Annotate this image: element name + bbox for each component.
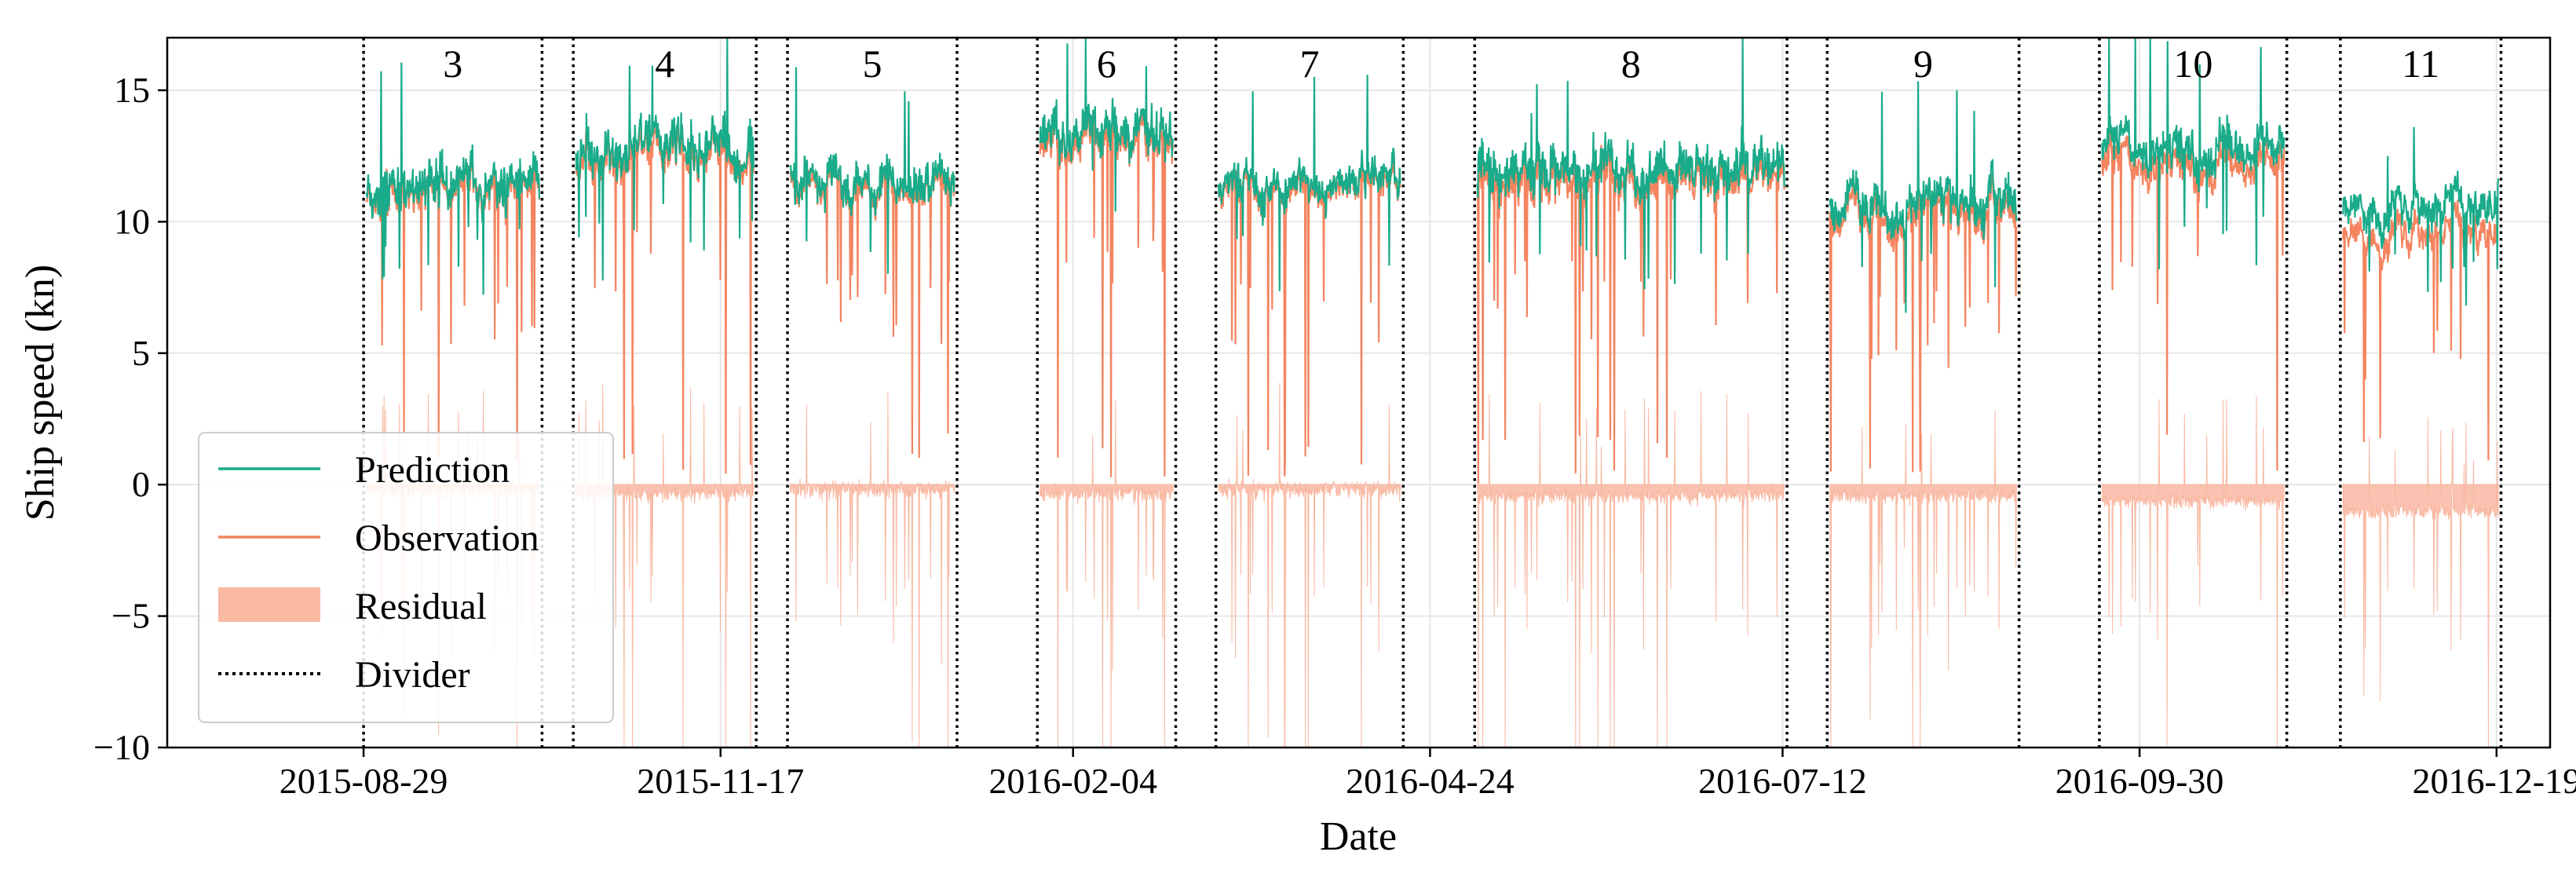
y-tick-label: 0 xyxy=(132,464,150,504)
prediction-line-segment-10 xyxy=(2101,37,2286,269)
legend-observation-label: Observation xyxy=(355,517,539,559)
residual-segment-7 xyxy=(1218,382,1401,749)
x-tick-label: 2015-11-17 xyxy=(637,761,804,801)
residual-segment-8 xyxy=(1477,390,1785,748)
prediction-line-segment-4 xyxy=(575,37,755,281)
divider-lines xyxy=(362,38,2503,748)
prediction-line-segment-9 xyxy=(1829,81,2018,313)
segment-label-7: 7 xyxy=(1299,42,1319,86)
observation-series xyxy=(365,111,2500,484)
y-tick-label: 10 xyxy=(114,201,150,241)
x-tick-label: 2016-02-04 xyxy=(988,761,1157,801)
observation-line-segment-11 xyxy=(2342,199,2500,461)
observation-line-segment-5 xyxy=(789,161,955,459)
segment-label-10: 10 xyxy=(2173,42,2212,86)
segment-label-4: 4 xyxy=(655,42,674,86)
y-tick-label: −5 xyxy=(111,596,150,636)
observation-line-segment-7 xyxy=(1217,155,1401,477)
plot-frame xyxy=(166,36,2552,749)
segment-label-11: 11 xyxy=(2402,42,2439,86)
prediction-line-segment-11 xyxy=(2342,126,2500,306)
segment-label-3: 3 xyxy=(443,42,462,86)
x-tick-label: 2016-07-12 xyxy=(1698,761,1867,801)
x-tick-label: 2016-12-19 xyxy=(2412,761,2576,801)
residual-segment-6 xyxy=(1040,400,1174,748)
segment-label-6: 6 xyxy=(1097,42,1116,86)
axis-ticks: −10 −5 0 5 10 15 2015-08-29 2015-11-17 2016-02-0… xyxy=(93,70,2576,801)
x-tick-label: 2015-08-29 xyxy=(280,761,448,801)
x-tick-label: 2016-09-30 xyxy=(2055,761,2224,801)
y-tick-label: −10 xyxy=(93,727,150,767)
residual-series xyxy=(366,382,2499,749)
prediction-series xyxy=(365,37,2500,313)
x-axis-label: Date xyxy=(1320,814,1397,859)
observation-line-segment-3 xyxy=(365,157,541,461)
legend-box xyxy=(198,432,614,723)
residual-segment-9 xyxy=(1829,410,2017,748)
residual-segment-10 xyxy=(2101,395,2285,748)
legend-divider-label: Divider xyxy=(355,654,470,696)
legend-prediction-label: Prediction xyxy=(355,449,510,491)
residual-segment-11 xyxy=(2342,416,2499,748)
legend-residual-swatch xyxy=(218,587,320,622)
legend-residual-label: Residual xyxy=(355,586,487,627)
observation-line-segment-6 xyxy=(1039,111,1175,477)
segment-labels: 3 4 5 6 7 8 9 10 11 xyxy=(443,42,2439,86)
y-tick-label: 15 xyxy=(114,70,150,110)
prediction-line-segment-8 xyxy=(1476,37,1785,290)
segment-label-8: 8 xyxy=(1621,42,1641,86)
segment-label-5: 5 xyxy=(862,42,882,86)
legend: Prediction Observation Residual Divider xyxy=(198,432,614,723)
prediction-line-segment-6 xyxy=(1039,37,1175,212)
x-tick-label: 2016-04-24 xyxy=(1346,761,1515,801)
y-axis-label: Ship speed (kn) xyxy=(18,265,63,521)
prediction-line-segment-7 xyxy=(1217,75,1401,291)
y-tick-label: 5 xyxy=(132,333,150,373)
segment-label-9: 9 xyxy=(1913,42,1933,86)
prediction-line-segment-5 xyxy=(789,67,955,274)
observation-line-segment-9 xyxy=(1829,174,2018,473)
prediction-line-segment-3 xyxy=(365,62,541,295)
residual-segment-5 xyxy=(789,392,955,748)
observation-line-segment-8 xyxy=(1476,134,1785,484)
